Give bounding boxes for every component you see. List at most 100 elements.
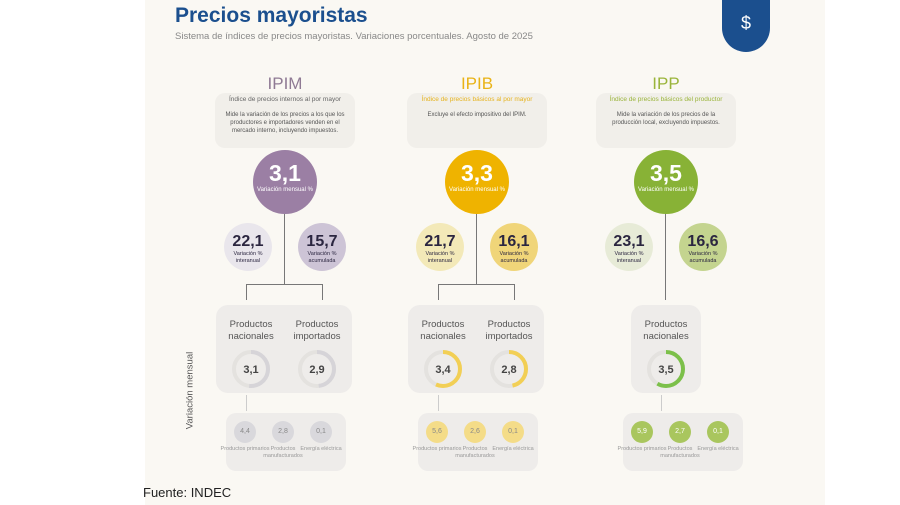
breakdown-label: Productos manufacturados	[660, 446, 700, 459]
breakdown-box: 5,9 Productos primarios 2,7 Productos manuf…	[618, 413, 743, 471]
monthly-value: 3,3	[461, 160, 493, 186]
product-donut: 3,5	[645, 348, 687, 390]
product-donut: 2,9	[296, 348, 338, 390]
connector-line	[246, 284, 247, 300]
monthly-variation-circle: 3,5 Variación mensual %	[634, 150, 698, 214]
breakdown-circle: 2,7	[669, 421, 691, 443]
connector-line	[246, 395, 247, 411]
breakdown-circle: 5,9	[631, 421, 653, 443]
connector-line	[476, 210, 477, 284]
yoy-value: 23,1	[613, 233, 645, 250]
ytd-label: Variación % acumulada	[688, 251, 718, 264]
index-code: IPIM	[267, 74, 303, 93]
connector-line	[661, 395, 662, 411]
monthly-variation-circle: 3,3 Variación mensual %	[445, 150, 509, 214]
breakdown-label: Energía eléctrica	[697, 446, 739, 452]
index-code: IPIB	[460, 74, 494, 93]
connector-line	[665, 210, 666, 284]
breakdown-label: Energía eléctrica	[300, 446, 342, 452]
source-note: Fuente: INDEC	[143, 485, 232, 500]
connector-line	[514, 284, 515, 300]
index-column-ipib: IPIB Índice de precios básicos al por may…	[382, 0, 572, 480]
ytd-circle: 16,1 Variación % acumulada	[490, 223, 538, 271]
ytd-value: 15,7	[306, 233, 338, 250]
index-description: Mide la variación de los precios de la p…	[612, 112, 720, 126]
product-label: Productos importados	[293, 319, 341, 342]
donut-arc	[232, 350, 270, 388]
breakdown-circle: 0,1	[310, 421, 332, 443]
index-column-ipp: IPP Índice de precios básicos del product…	[571, 0, 761, 480]
connector-line	[284, 210, 285, 284]
breakdown-label: Productos manufacturados	[455, 446, 495, 459]
connector-line	[438, 284, 514, 285]
connector-line	[438, 284, 439, 300]
yoy-label: Variación % interanual	[233, 251, 263, 264]
monthly-value: 3,5	[650, 160, 682, 186]
breakdown-circle: 0,1	[502, 421, 524, 443]
product-label: Productos nacionales	[228, 319, 274, 342]
svg-text:3,4: 3,4	[435, 364, 451, 376]
breakdown-circle: 2,8	[272, 421, 294, 443]
page-title: Precios mayoristas	[175, 4, 368, 27]
svg-text:3,5: 3,5	[658, 364, 673, 376]
product-label: Productos importados	[485, 319, 533, 342]
yoy-label: Variación % interanual	[614, 251, 644, 264]
description-box: Índice de precios básicos al por mayor Ex…	[407, 93, 547, 148]
ytd-circle: 15,7 Variación % acumulada	[298, 223, 346, 271]
breakdown-circle: 4,4	[234, 421, 256, 443]
yoy-value: 21,7	[424, 233, 456, 250]
description-box: Índice de precios internos al por mayor M…	[215, 93, 355, 148]
index-column-ipim: IPIM Índice de precios internos al por ma…	[190, 0, 380, 480]
breakdown-circle: 0,1	[707, 421, 729, 443]
yoy-circle: 22,1 Variación % interanual	[224, 223, 272, 271]
index-full-name: Índice de precios básicos del productor	[609, 96, 723, 103]
svg-text:2,8: 2,8	[501, 364, 516, 376]
yoy-label: Variación % interanual	[425, 251, 455, 264]
product-label: Productos nacionales	[643, 319, 689, 342]
products-box: Productos nacionales 3,5	[631, 305, 701, 393]
monthly-label: Variación mensual %	[638, 187, 694, 193]
ytd-value: 16,1	[498, 233, 530, 250]
breakdown-label: Productos primarios	[617, 446, 667, 452]
breakdown-label: Productos primarios	[412, 446, 462, 452]
breakdown-circle: 2,6	[464, 421, 486, 443]
breakdown-label: Productos primarios	[220, 446, 270, 452]
connector-line	[665, 284, 666, 300]
breakdown-box: 5,6 Productos primarios 2,6 Productos manuf…	[413, 413, 538, 471]
products-box: Productos nacionales 3,4 Productos importa…	[408, 305, 544, 393]
connector-line	[246, 284, 322, 285]
product-donut: 3,1	[230, 348, 272, 390]
breakdown-label: Productos manufacturados	[263, 446, 303, 459]
monthly-value: 3,1	[269, 160, 301, 186]
product-donut: 3,4	[422, 348, 464, 390]
description-box: Índice de precios básicos del productor M…	[596, 93, 736, 148]
monthly-variation-circle: 3,1 Variación mensual %	[253, 150, 317, 214]
yoy-circle: 21,7 Variación % interanual	[416, 223, 464, 271]
donut-arc	[424, 350, 462, 388]
ytd-label: Variación % acumulada	[307, 251, 337, 264]
breakdown-circle: 5,6	[426, 421, 448, 443]
index-full-name: Índice de precios internos al por mayor	[228, 96, 341, 103]
breakdown-label: Energía eléctrica	[492, 446, 534, 452]
product-donut: 2,8	[488, 348, 530, 390]
product-label: Productos nacionales	[420, 319, 466, 342]
breakdown-box: 4,4 Productos primarios 2,8 Productos manuf…	[221, 413, 346, 471]
price-tag-dollar-icon: $	[722, 0, 770, 52]
ytd-label: Variación % acumulada	[499, 251, 529, 264]
yoy-value: 22,1	[232, 233, 264, 250]
donut-arc	[298, 350, 336, 388]
index-code: IPP	[652, 74, 680, 93]
connector-line	[438, 395, 439, 411]
index-description: Mide la variación de los precios a los q…	[225, 112, 345, 134]
index-full-name: Índice de precios básicos al por mayor	[421, 96, 533, 103]
monthly-label: Variación mensual %	[257, 187, 313, 193]
ytd-value: 16,6	[687, 233, 719, 250]
svg-text:2,9: 2,9	[309, 364, 324, 376]
ytd-circle: 16,6 Variación % acumulada	[679, 223, 727, 271]
connector-line	[322, 284, 323, 300]
donut-arc	[647, 350, 685, 388]
donut-arc	[490, 350, 528, 388]
yoy-circle: 23,1 Variación % interanual	[605, 223, 653, 271]
index-description: Excluye el efecto impositivo del IPIM.	[427, 112, 527, 118]
products-box: Productos nacionales 3,1 Productos importa…	[216, 305, 352, 393]
